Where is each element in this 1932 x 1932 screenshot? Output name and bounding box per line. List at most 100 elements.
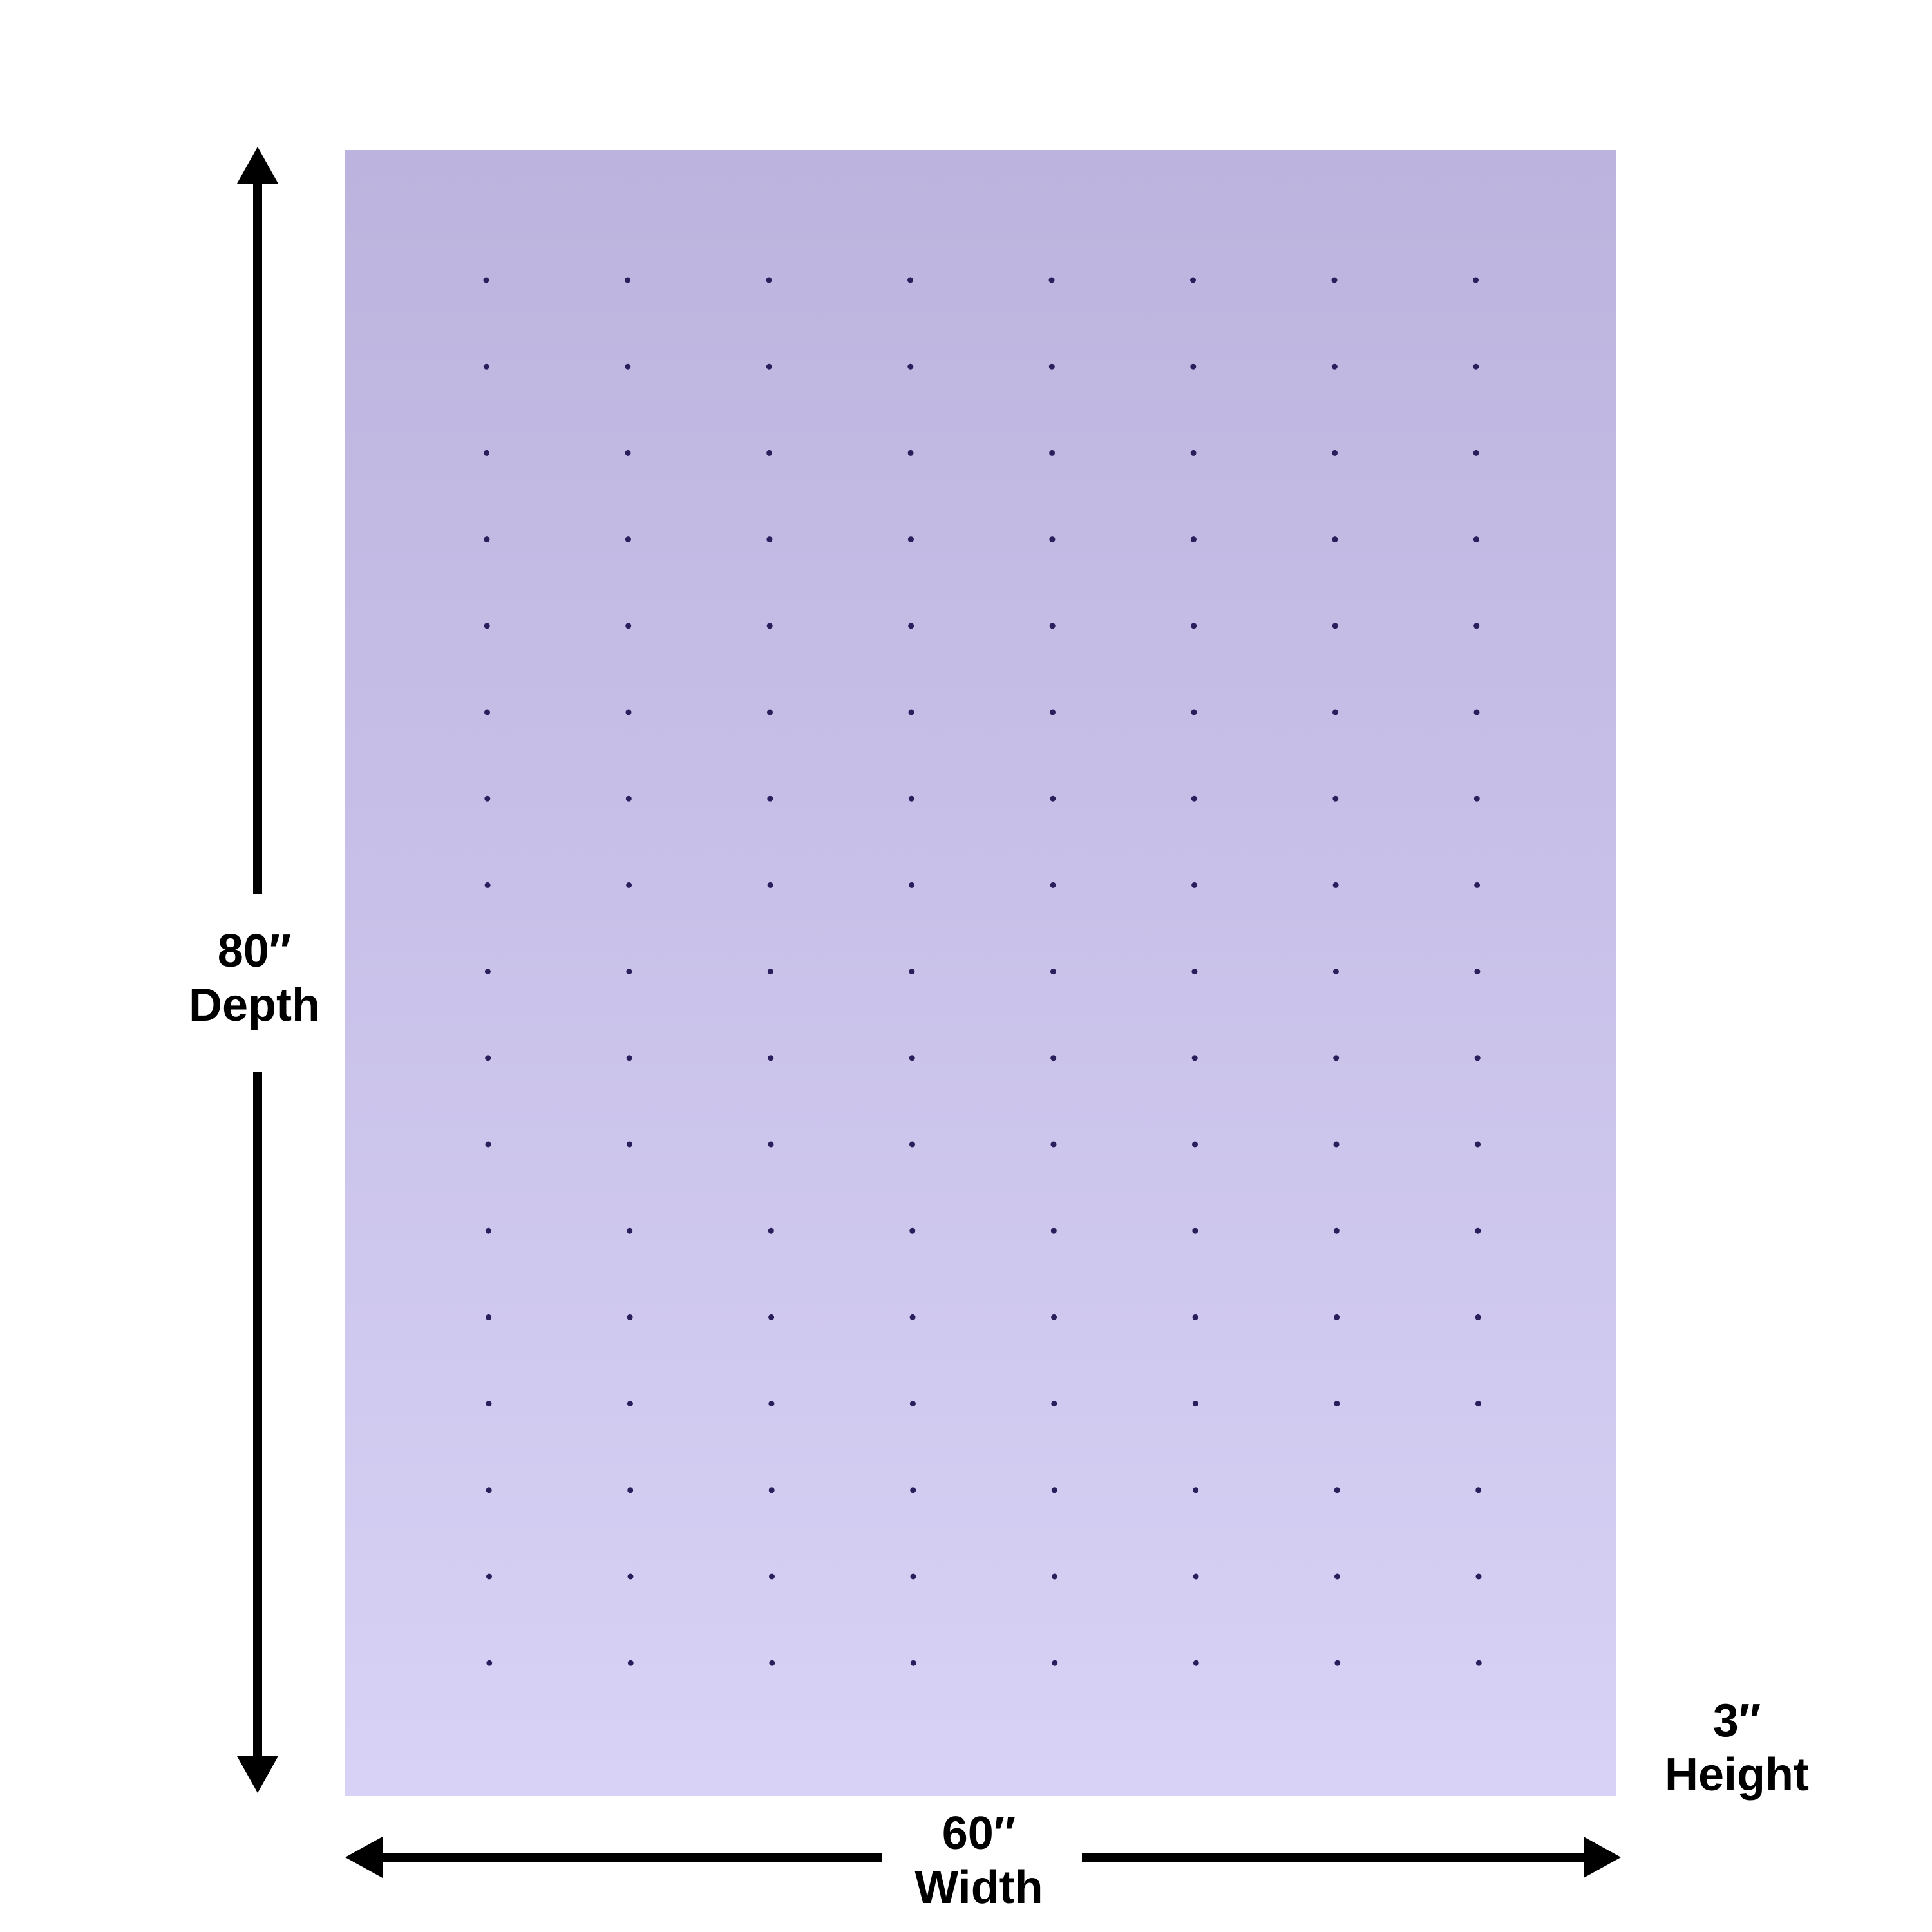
perforation-hole	[1334, 1487, 1340, 1493]
perforation-hole	[766, 450, 773, 456]
perforation-hole	[1332, 969, 1339, 975]
perforation-hole	[907, 277, 913, 283]
perforation-hole	[909, 969, 915, 975]
perforation-hole	[766, 623, 773, 629]
perforation-hole	[767, 709, 773, 715]
perforation-hole	[1191, 795, 1197, 802]
perforation-hole	[1475, 1141, 1481, 1148]
perforation-hole	[483, 363, 489, 370]
perforation-hole	[1050, 709, 1056, 715]
perforation-hole	[1332, 709, 1338, 715]
perforation-hole	[1051, 1314, 1057, 1320]
perforation-hole	[909, 1141, 915, 1148]
perforation-hole	[1048, 363, 1055, 370]
perforation-holes	[483, 277, 1482, 1666]
perforation-hole	[625, 623, 632, 629]
perforation-hole	[766, 536, 773, 543]
perforation-hole	[768, 1401, 775, 1407]
perforation-hole	[484, 795, 491, 802]
perforation-hole	[627, 1314, 633, 1320]
perforation-hole	[1050, 1055, 1057, 1061]
perforation-hole	[909, 1401, 916, 1407]
perforation-hole	[1473, 450, 1479, 456]
perforation-hole	[1049, 536, 1056, 543]
perforation-hole	[768, 1055, 774, 1061]
depth-value: 80″	[217, 925, 292, 977]
perforation-hole	[626, 969, 632, 975]
perforation-hole	[1475, 1487, 1482, 1493]
perforation-hole	[627, 1141, 632, 1148]
perforation-hole	[1334, 1573, 1340, 1580]
perforation-hole	[1332, 795, 1339, 802]
perforation-hole	[484, 623, 490, 629]
perforation-hole	[484, 969, 491, 975]
perforation-hole	[1050, 969, 1056, 975]
perforation-hole	[1193, 1660, 1199, 1666]
perforation-hole	[484, 709, 490, 715]
perforation-hole	[908, 709, 914, 715]
perforation-hole	[1334, 1314, 1340, 1320]
perforation-hole	[485, 1141, 491, 1148]
perforation-hole	[908, 795, 914, 802]
perforation-hole	[1050, 1141, 1057, 1148]
perforation-hole	[1190, 277, 1196, 283]
perforation-hole	[625, 363, 631, 370]
perforation-hole	[1191, 882, 1198, 888]
perforation-hole	[484, 450, 490, 456]
perforation-hole	[1051, 1401, 1057, 1407]
perforation-hole	[1190, 363, 1197, 370]
perforation-hole	[1050, 882, 1056, 888]
perforation-hole	[768, 1141, 774, 1148]
perforation-hole	[486, 1401, 492, 1407]
perforation-hole	[1192, 1227, 1198, 1234]
perforation-hole	[1052, 1573, 1057, 1580]
perforation-hole	[1192, 1141, 1198, 1148]
perforation-hole	[1474, 1055, 1481, 1061]
perforation-hole	[1191, 623, 1197, 629]
perforation-hole	[627, 1227, 633, 1234]
perforation-hole	[1475, 1573, 1482, 1580]
perforation-hole	[1190, 536, 1197, 543]
perforation-hole	[626, 882, 632, 888]
perforation-hole	[1332, 882, 1339, 888]
perforation-hole	[1192, 1401, 1198, 1407]
perforation-hole	[1050, 1227, 1057, 1234]
perforation-hole	[766, 363, 772, 370]
perforation-hole	[1051, 1487, 1057, 1493]
height-value: 3″	[1712, 1695, 1761, 1747]
perforation-hole	[1473, 623, 1480, 629]
perforation-hole	[486, 1573, 492, 1580]
perforation-hole	[1475, 1314, 1481, 1320]
perforation-hole	[626, 1055, 632, 1061]
perforation-hole	[1473, 709, 1480, 715]
perforation-hole	[907, 363, 914, 370]
foam-topper	[345, 150, 1616, 1796]
perforation-hole	[1473, 536, 1479, 543]
perforation-hole	[627, 1660, 634, 1666]
height-text: Height	[1665, 1749, 1809, 1801]
perforation-hole	[1475, 1227, 1481, 1234]
perforation-hole	[1473, 795, 1480, 802]
depth-text: Depth	[189, 980, 320, 1031]
perforation-hole	[1473, 277, 1479, 283]
perforation-hole	[1475, 1660, 1482, 1666]
perforation-hole	[907, 536, 914, 543]
perforation-hole	[1049, 450, 1056, 456]
perforation-hole	[484, 536, 490, 543]
perforation-hole	[1332, 623, 1338, 629]
perforation-hole	[1332, 536, 1338, 543]
perforation-hole	[769, 1660, 775, 1666]
perforation-hole	[910, 1573, 916, 1580]
perforation-hole	[1475, 1401, 1481, 1407]
perforation-hole	[768, 1227, 774, 1234]
perforation-hole	[1048, 277, 1055, 283]
perforation-hole	[1473, 363, 1479, 370]
perforation-hole	[625, 709, 632, 715]
perforation-hole	[483, 277, 489, 283]
perforation-hole	[625, 795, 632, 802]
perforation-hole	[1193, 1573, 1199, 1580]
perforation-hole	[910, 1660, 916, 1666]
perforation-hole	[1333, 1141, 1340, 1148]
width-value: 60″	[942, 1808, 1016, 1859]
